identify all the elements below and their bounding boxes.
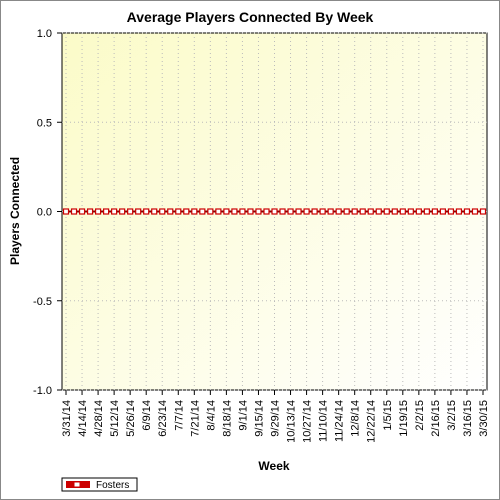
- x-tick-label: 9/29/14: [270, 400, 282, 437]
- point: [303, 208, 310, 215]
- point: [351, 208, 358, 215]
- point: [319, 208, 326, 215]
- point: [407, 208, 414, 215]
- x-tick-label: 3/30/15: [478, 400, 490, 437]
- point: [295, 208, 302, 215]
- x-tick-label: 1/5/15: [382, 400, 394, 431]
- point: [439, 208, 446, 215]
- point: [127, 208, 134, 215]
- x-tick-label: 6/23/14: [157, 400, 169, 437]
- point: [375, 208, 382, 215]
- point: [367, 208, 374, 215]
- x-tick-label: 8/18/14: [221, 400, 233, 437]
- x-tick-label: 5/12/14: [109, 400, 121, 437]
- point: [199, 208, 206, 215]
- point: [415, 208, 422, 215]
- x-tick-label: 9/1/14: [237, 400, 249, 431]
- y-tick-label: -1.0: [33, 385, 52, 397]
- x-tick-label: 2/2/15: [414, 400, 426, 431]
- point: [255, 208, 262, 215]
- x-tick-label: 9/15/14: [253, 400, 265, 437]
- point: [263, 208, 270, 215]
- point: [327, 208, 334, 215]
- point: [455, 208, 463, 215]
- y-tick-label: 0.5: [37, 117, 52, 129]
- point: [335, 208, 342, 215]
- point: [111, 208, 118, 215]
- x-tick-label: 12/8/14: [350, 400, 362, 437]
- point: [279, 208, 286, 215]
- x-tick-label: 6/9/14: [141, 400, 153, 431]
- x-tick-label: 10/13/14: [286, 400, 298, 443]
- point: [239, 208, 246, 215]
- legend-marker: [73, 481, 81, 488]
- x-tick-label: 3/16/15: [462, 400, 474, 437]
- point: [119, 208, 126, 215]
- point: [479, 208, 487, 215]
- x-tick-label: 4/14/14: [77, 400, 89, 437]
- point: [191, 208, 198, 215]
- chart-title: Average Players Connected By Week: [127, 9, 374, 25]
- point: [94, 208, 102, 215]
- y-axis-label: Players Connected: [8, 157, 22, 265]
- point: [167, 208, 174, 215]
- point: [463, 208, 471, 215]
- legend: Fosters: [61, 477, 138, 492]
- x-tick-label: 4/28/14: [93, 400, 105, 437]
- point: [231, 208, 238, 215]
- point: [159, 208, 166, 215]
- point: [471, 208, 479, 215]
- point: [359, 208, 366, 215]
- point: [271, 208, 278, 215]
- point: [247, 208, 254, 215]
- point: [447, 208, 455, 215]
- point: [183, 208, 190, 215]
- x-tick-label: 2/16/15: [430, 400, 442, 437]
- point: [135, 208, 142, 215]
- point: [311, 208, 318, 215]
- x-tick-label: 8/4/14: [205, 400, 217, 431]
- x-tick-label: 1/19/15: [398, 400, 410, 437]
- x-tick-label: 7/7/14: [173, 400, 185, 431]
- point: [86, 208, 94, 215]
- x-tick-label: 11/10/14: [318, 400, 330, 442]
- point: [207, 208, 214, 215]
- x-tick-label: 3/31/14: [61, 400, 73, 437]
- x-tick-label: 12/22/14: [366, 400, 378, 443]
- y-tick-label: 0.0: [37, 207, 52, 219]
- x-tick-label: 11/24/14: [334, 400, 346, 442]
- x-tick-label: 3/2/15: [446, 400, 458, 431]
- x-tick-label: 5/26/14: [125, 400, 137, 437]
- point: [383, 208, 390, 215]
- point: [223, 208, 230, 215]
- point: [175, 208, 182, 215]
- point: [103, 208, 110, 215]
- point: [391, 208, 398, 215]
- point: [399, 208, 406, 215]
- point: [343, 208, 350, 215]
- point: [215, 208, 222, 215]
- x-axis-label: Week: [258, 459, 289, 473]
- point: [423, 208, 430, 215]
- point: [70, 208, 78, 215]
- point: [431, 208, 438, 215]
- y-tick-label: -0.5: [33, 296, 52, 308]
- point: [78, 208, 86, 215]
- x-tick-label: 7/21/14: [189, 400, 201, 437]
- point: [143, 208, 150, 215]
- legend-label: Fosters: [96, 480, 129, 491]
- point: [151, 208, 158, 215]
- point: [62, 208, 70, 215]
- y-tick-label: 1.0: [37, 28, 52, 40]
- x-tick-label: 10/27/14: [302, 400, 314, 443]
- point: [287, 208, 294, 215]
